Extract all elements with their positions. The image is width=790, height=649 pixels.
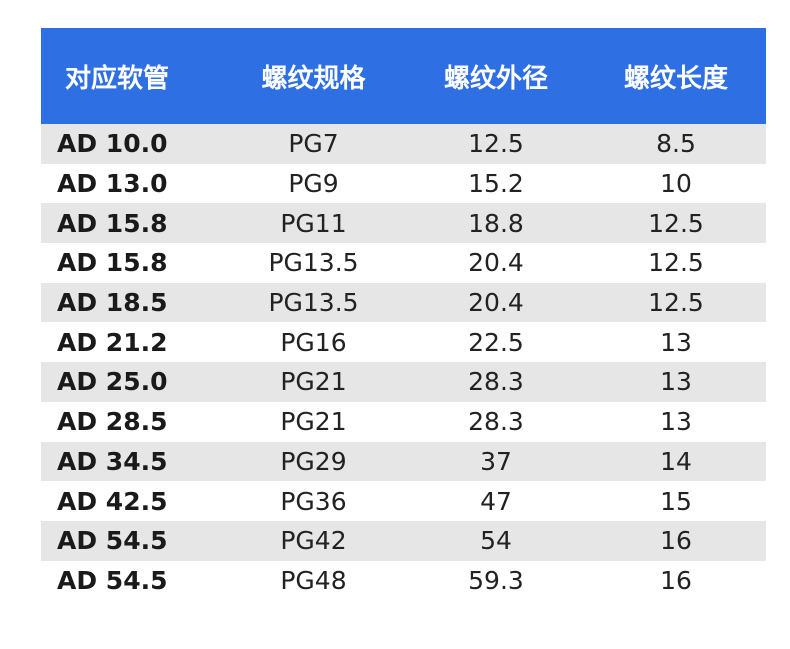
cell-hose: AD 13.0 bbox=[57, 169, 168, 199]
cell-thread-spec: PG16 bbox=[280, 327, 347, 357]
table-header: 对应软管 螺纹规格 螺纹外径 螺纹长度 bbox=[41, 28, 766, 124]
table-row: AD 13.0 PG9 15.2 10 bbox=[41, 163, 766, 204]
cell-hose: AD 54.5 bbox=[57, 526, 168, 556]
cell-thread-length: 15 bbox=[660, 486, 692, 516]
cell-thread-spec: PG48 bbox=[280, 565, 347, 595]
table-row: AD 15.8 PG11 18.8 12.5 bbox=[41, 203, 766, 244]
cell-thread-spec: PG29 bbox=[280, 446, 347, 476]
cell-hose: AD 15.8 bbox=[57, 248, 168, 278]
header-thread-spec: 螺纹规格 bbox=[261, 63, 366, 94]
cell-thread-diameter: 12.5 bbox=[468, 129, 524, 159]
cell-thread-diameter: 47 bbox=[480, 486, 512, 516]
cell-thread-length: 13 bbox=[660, 367, 692, 397]
cell-thread-spec: PG36 bbox=[280, 486, 347, 516]
cell-thread-spec: PG21 bbox=[280, 367, 347, 397]
spec-table: 对应软管 螺纹规格 螺纹外径 螺纹长度 AD 10.0 PG7 12.5 8.5 AD … bbox=[41, 28, 766, 601]
cell-thread-length: 12.5 bbox=[648, 288, 704, 318]
cell-hose: AD 15.8 bbox=[57, 208, 168, 238]
cell-thread-diameter: 54 bbox=[480, 526, 512, 556]
cell-thread-length: 10 bbox=[660, 169, 692, 199]
cell-thread-diameter: 20.4 bbox=[468, 248, 524, 278]
table-row: AD 42.5 PG36 47 15 bbox=[41, 481, 766, 521]
cell-thread-length: 13 bbox=[660, 327, 692, 357]
table-row: AD 21.2 PG16 22.5 13 bbox=[41, 322, 766, 363]
cell-hose: AD 18.5 bbox=[57, 288, 168, 318]
cell-thread-length: 8.5 bbox=[656, 129, 696, 159]
cell-thread-diameter: 28.3 bbox=[468, 367, 524, 397]
cell-thread-diameter: 15.2 bbox=[468, 169, 524, 199]
cell-thread-length: 13 bbox=[660, 407, 692, 437]
cell-thread-spec: PG13.5 bbox=[268, 288, 359, 318]
cell-thread-length: 16 bbox=[660, 565, 692, 595]
header-hose: 对应软管 bbox=[65, 63, 170, 94]
cell-thread-length: 16 bbox=[660, 526, 692, 556]
cell-thread-diameter: 18.8 bbox=[468, 208, 524, 238]
cell-hose: AD 10.0 bbox=[57, 129, 168, 159]
cell-thread-length: 12.5 bbox=[648, 248, 704, 278]
cell-thread-spec: PG11 bbox=[280, 208, 347, 238]
table-row: AD 28.5 PG21 28.3 13 bbox=[41, 401, 766, 442]
header-thread-diameter: 螺纹外径 bbox=[443, 63, 548, 94]
table-row: AD 10.0 PG7 12.5 8.5 bbox=[41, 124, 766, 164]
table-row: AD 15.8 PG13.5 20.4 12.5 bbox=[41, 243, 766, 283]
cell-hose: AD 42.5 bbox=[57, 486, 168, 516]
cell-hose: AD 21.2 bbox=[57, 327, 168, 357]
cell-thread-spec: PG7 bbox=[288, 129, 339, 159]
cell-thread-spec: PG21 bbox=[280, 407, 347, 437]
table-row: AD 18.5 PG13.5 20.4 12.5 bbox=[41, 282, 766, 323]
cell-hose: AD 54.5 bbox=[57, 565, 168, 595]
table-row: AD 25.0 PG21 28.3 13 bbox=[41, 362, 766, 402]
cell-hose: AD 28.5 bbox=[57, 407, 168, 437]
table-row: AD 54.5 PG42 54 16 bbox=[41, 520, 766, 561]
cell-thread-diameter: 20.4 bbox=[468, 288, 524, 318]
cell-thread-diameter: 37 bbox=[480, 446, 512, 476]
cell-thread-spec: PG9 bbox=[288, 169, 339, 199]
header-thread-length: 螺纹长度 bbox=[623, 63, 728, 94]
cell-thread-spec: PG42 bbox=[280, 526, 347, 556]
cell-thread-diameter: 22.5 bbox=[468, 327, 524, 357]
cell-thread-length: 14 bbox=[660, 446, 692, 476]
table-body: AD 10.0 PG7 12.5 8.5 AD 13.0 PG9 15.2 10 AD 15.8… bbox=[41, 124, 766, 601]
cell-hose: AD 25.0 bbox=[57, 367, 168, 397]
cell-thread-length: 12.5 bbox=[648, 208, 704, 238]
cell-thread-diameter: 59.3 bbox=[468, 565, 524, 595]
cell-thread-diameter: 28.3 bbox=[468, 407, 524, 437]
cell-thread-spec: PG13.5 bbox=[268, 248, 359, 278]
cell-hose: AD 34.5 bbox=[57, 446, 168, 476]
table-row: AD 54.5 PG48 59.3 16 bbox=[41, 560, 766, 601]
table-row: AD 34.5 PG29 37 14 bbox=[41, 441, 766, 482]
